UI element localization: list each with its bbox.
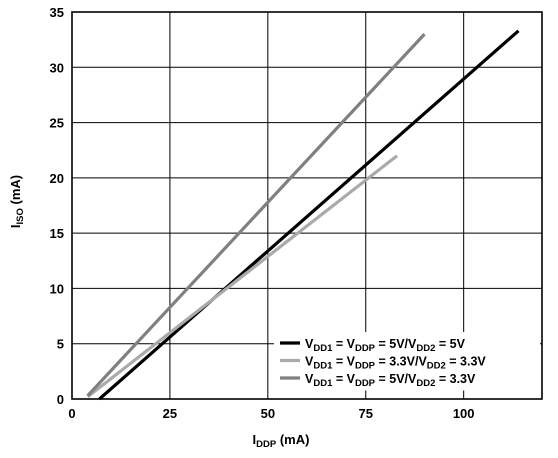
series-lines [86, 29, 520, 401]
x-tick-label: 50 [261, 406, 275, 421]
plot-border [71, 11, 543, 400]
legend-entry-2: VDD1 = VDDP = 3.3V/VDD2 = 3.3V [305, 355, 486, 372]
legend-entry-1: VDD1 = VDDP = 5V/VDD2 = 5V [305, 337, 466, 354]
y-tick-label: 0 [57, 392, 64, 407]
legend-entry-3: VDD1 = VDDP = 5V/VDD2 = 3.3V [305, 372, 476, 389]
tick-labels: 0 25 50 75 100 0 5 10 15 20 25 30 35 [50, 5, 475, 421]
y-tick-label: 5 [57, 337, 64, 352]
x-tick-label: 0 [68, 406, 75, 421]
y-tick-label: 35 [50, 5, 64, 20]
x-tick-label: 75 [359, 406, 373, 421]
x-axis-title: IDDP (mA) [253, 432, 310, 450]
y-tick-label: 15 [50, 226, 64, 241]
y-tick-label: 20 [50, 171, 64, 186]
y-axis-title: IISO (mA) [8, 175, 26, 228]
series-line-3 [86, 33, 426, 397]
y-tick-label: 30 [50, 60, 64, 75]
y-tick-label: 25 [50, 116, 64, 131]
series-line-1 [98, 29, 520, 401]
y-tick-label: 10 [50, 281, 64, 296]
x-tick-label: 100 [453, 406, 475, 421]
plot-frame [71, 11, 543, 400]
legend-box [274, 332, 540, 391]
x-tick-label: 25 [163, 406, 177, 421]
series-line-2 [86, 154, 399, 399]
